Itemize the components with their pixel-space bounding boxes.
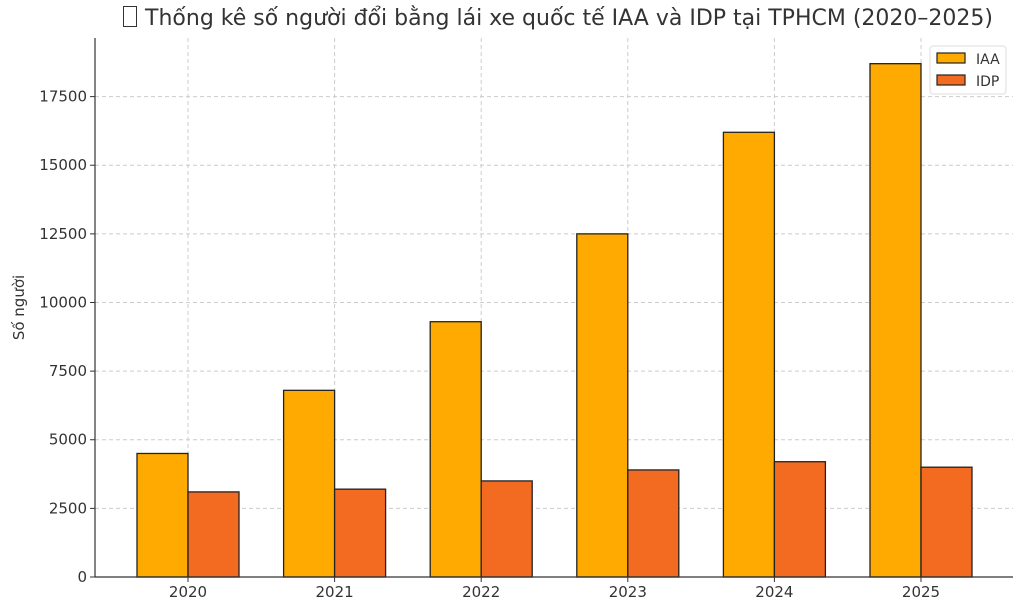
bar-iaa-2024 xyxy=(722,131,776,578)
bar-idp-2024 xyxy=(773,461,827,578)
bar-iaa-2021 xyxy=(282,389,336,578)
bar-iaa-2020 xyxy=(136,452,189,578)
bar-idp-2020 xyxy=(187,491,240,578)
y-tick-label: 10000 xyxy=(39,293,87,311)
y-tick-label: 5000 xyxy=(49,431,87,449)
bar-iaa-2023 xyxy=(576,233,629,578)
y-axis-label: Số người xyxy=(10,275,28,340)
x-tick-label: 2021 xyxy=(316,583,354,601)
x-tick-label: 2023 xyxy=(609,583,647,601)
legend-swatch-iaa xyxy=(936,52,966,64)
bar-idp-2025 xyxy=(920,466,973,578)
missing-glyph-icon xyxy=(123,6,138,27)
chart-title-text: Thống kê số người đổi bằng lái xe quốc t… xyxy=(145,6,993,31)
x-tick-label: 2025 xyxy=(902,583,940,601)
x-tick-label: 2024 xyxy=(755,583,793,601)
bar-idp-2021 xyxy=(333,488,387,578)
x-tick-label: 2020 xyxy=(169,583,207,601)
chart-title: Thống kê số người đổi bằng lái xe quốc t… xyxy=(0,6,1024,31)
bar-iaa-2022 xyxy=(429,321,482,578)
y-tick-label: 15000 xyxy=(39,156,87,174)
legend-label-iaa: IAA xyxy=(976,52,1000,68)
y-tick-label: 12500 xyxy=(39,225,87,243)
bar-idp-2022 xyxy=(480,480,533,578)
y-tick-label: 7500 xyxy=(49,362,87,380)
y-tick-label: 0 xyxy=(77,568,87,586)
legend-label-idp: IDP xyxy=(976,74,999,90)
x-tick-label: 2022 xyxy=(462,583,500,601)
y-tick-label: 2500 xyxy=(49,499,87,517)
bar-iaa-2025 xyxy=(869,63,922,578)
legend-swatch-idp xyxy=(936,74,966,86)
bar-idp-2023 xyxy=(627,469,680,578)
y-tick-label: 17500 xyxy=(39,88,87,106)
